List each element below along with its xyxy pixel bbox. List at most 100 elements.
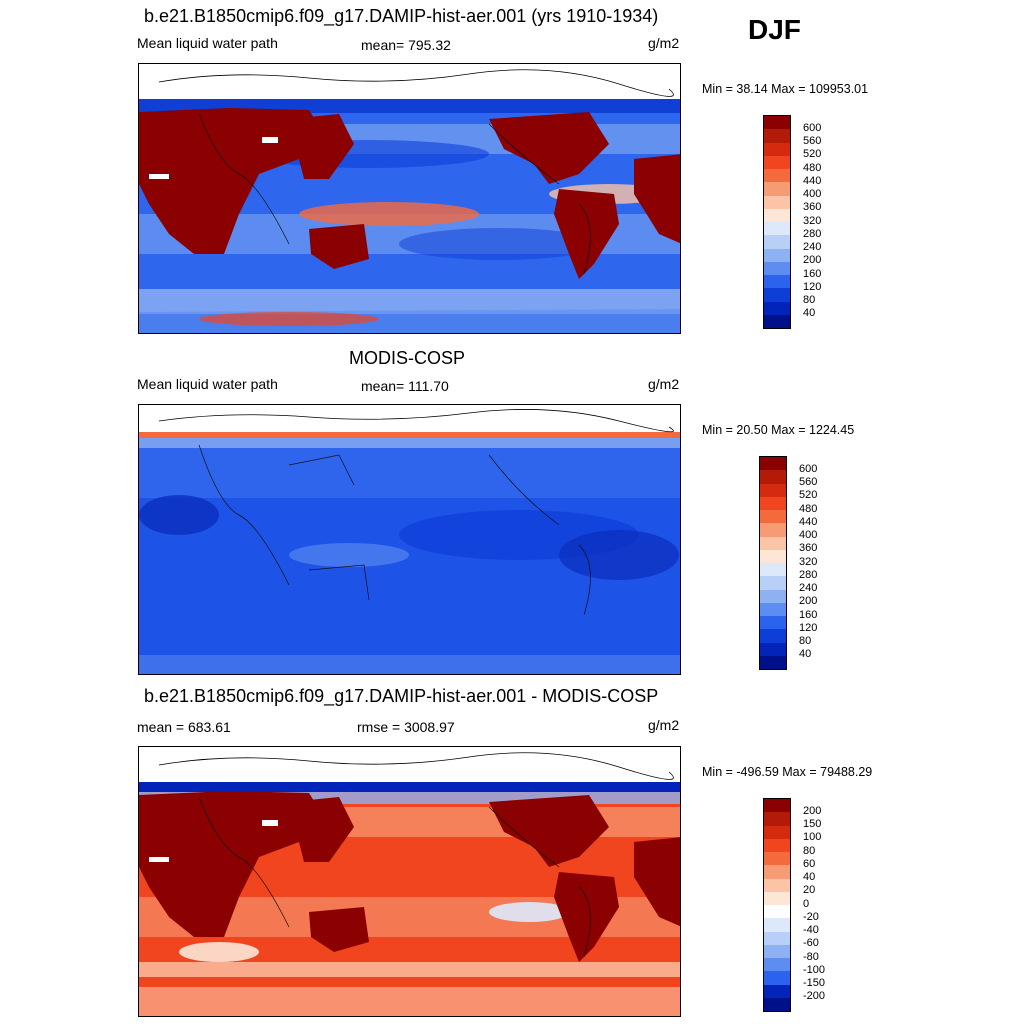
colorbar-tick-label: 200	[803, 804, 822, 817]
colorbar-tick-label: -20	[803, 910, 819, 923]
colorbar-swatch	[764, 248, 790, 262]
units-label: g/m2	[648, 717, 680, 733]
map-difference	[138, 746, 681, 1017]
colorbar-swatch	[764, 301, 790, 315]
colorbar-tick-label: 150	[803, 818, 822, 830]
colorbar-swatch	[764, 288, 790, 302]
colorbar-swatch	[760, 655, 786, 669]
min-max-label: Min = -496.59 Max = 79488.29	[702, 765, 873, 779]
colorbar-swatch	[764, 208, 790, 222]
colorbar-swatch	[764, 799, 790, 813]
colorbar-tick-label: 80	[799, 635, 812, 647]
mean-label: mean= 795.32	[361, 37, 451, 53]
colorbar-swatch	[764, 918, 790, 932]
colorbar-swatch	[764, 944, 790, 958]
colorbar-swatch	[764, 931, 790, 945]
colorbar-tick-label: 280	[803, 227, 822, 240]
colorbar-tick-label: 320	[803, 214, 822, 227]
colorbar-swatch	[760, 549, 786, 563]
panel-title: b.e21.B1850cmip6.f09_g17.DAMIP-hist-aer.…	[144, 6, 659, 26]
colorbar-swatch	[760, 616, 786, 630]
colorbar-tick-label: -60	[803, 937, 819, 950]
colorbar-tick-label: 40	[803, 871, 816, 883]
rmse-label: rmse = 3008.97	[357, 719, 455, 735]
colorbar-tick-label: 160	[803, 267, 822, 280]
colorbar-tick-label: 400	[803, 188, 822, 200]
units-label: g/m2	[648, 376, 680, 392]
colorbar-swatch	[760, 496, 786, 510]
colorbar-swatch	[764, 825, 790, 839]
colorbar-tick-label: -100	[803, 963, 826, 976]
colorbar-swatch	[764, 852, 790, 866]
colorbar-tick-label: 80	[803, 844, 816, 857]
colorbar-tick-label: 440	[799, 515, 818, 528]
units-label: g/m2	[648, 35, 680, 51]
map-modis-lwp	[138, 404, 681, 675]
colorbar-swatch	[764, 222, 790, 236]
colorbar-swatch	[764, 971, 790, 985]
colorbar-swatch	[764, 865, 790, 879]
colorbar-swatch	[764, 182, 790, 196]
mean-label: mean= 111.70	[361, 378, 449, 394]
colorbar-tick-label: 60	[803, 857, 816, 870]
colorbar-swatch	[764, 838, 790, 852]
colorbar-swatch	[764, 195, 790, 209]
colorbar-swatch	[760, 510, 786, 524]
colorbar-tick-label: 40	[803, 307, 816, 320]
colorbar-tick-label: 240	[803, 241, 822, 253]
colorbar-tick-label: -80	[803, 950, 819, 963]
colorbar-tick-label: 280	[799, 568, 818, 581]
colorbar-diff	[763, 798, 791, 1012]
colorbar-swatch	[764, 116, 790, 130]
colorbar-swatch	[764, 878, 790, 892]
panel-title: b.e21.B1850cmip6.f09_g17.DAMIP-hist-aer.…	[144, 686, 659, 706]
colorbar-swatch	[764, 997, 790, 1011]
colorbar-swatch	[764, 984, 790, 998]
colorbar-tick-label: 120	[803, 280, 822, 293]
season-label: DJF	[748, 14, 801, 45]
mean-label: mean = 683.61	[137, 719, 231, 735]
colorbar-swatch	[764, 958, 790, 972]
colorbar-tick-label: -40	[803, 924, 819, 936]
colorbar-tick-label: 360	[799, 542, 818, 555]
colorbar-tick-label: 360	[803, 201, 822, 214]
colorbar-swatch	[760, 629, 786, 643]
colorbar-tick-label: 320	[799, 555, 818, 568]
colorbar-tick-label: 240	[799, 582, 818, 594]
colorbar-swatch	[760, 576, 786, 590]
colorbar-swatch	[764, 261, 790, 275]
colorbar-tick-label: 20	[803, 884, 816, 897]
colorbar-tick-label: 480	[799, 502, 818, 515]
colorbar-tick-label: 520	[803, 148, 822, 161]
colorbar-swatch	[764, 891, 790, 905]
colorbar-tick-label: 200	[803, 254, 822, 267]
colorbar-tick-label: 600	[799, 462, 818, 475]
colorbar-swatch	[764, 129, 790, 143]
colorbar-tick-label: 440	[803, 174, 822, 187]
colorbar-tick-label: 560	[803, 135, 822, 147]
colorbar-tick-label: 100	[803, 831, 822, 844]
colorbar-tick-label: -150	[803, 977, 826, 989]
colorbar-tick-label: 120	[799, 621, 818, 634]
colorbar-swatch	[760, 523, 786, 537]
min-max-label: Min = 38.14 Max = 109953.01	[702, 82, 869, 96]
colorbar-swatch	[760, 602, 786, 616]
colorbar-swatch	[760, 589, 786, 603]
variable-label: Mean liquid water path	[137, 376, 278, 392]
colorbar-tick-label: 600	[803, 121, 822, 134]
colorbar-swatch	[764, 235, 790, 249]
panel-title: MODIS-COSP	[349, 348, 466, 368]
min-max-label: Min = 20.50 Max = 1224.45	[702, 423, 855, 437]
variable-label: Mean liquid water path	[137, 35, 278, 51]
map-model-lwp	[138, 63, 681, 334]
colorbar-tick-label: 0	[803, 897, 810, 910]
colorbar-swatch	[764, 155, 790, 169]
colorbar-tick-label: 480	[803, 161, 822, 174]
colorbar-model	[763, 115, 791, 329]
colorbar-tick-label: 560	[799, 476, 818, 488]
colorbar-tick-label: 200	[799, 595, 818, 608]
colorbar-swatch	[764, 169, 790, 183]
colorbar-swatch	[764, 812, 790, 826]
colorbar-swatch	[764, 314, 790, 328]
colorbar-swatch	[760, 642, 786, 656]
